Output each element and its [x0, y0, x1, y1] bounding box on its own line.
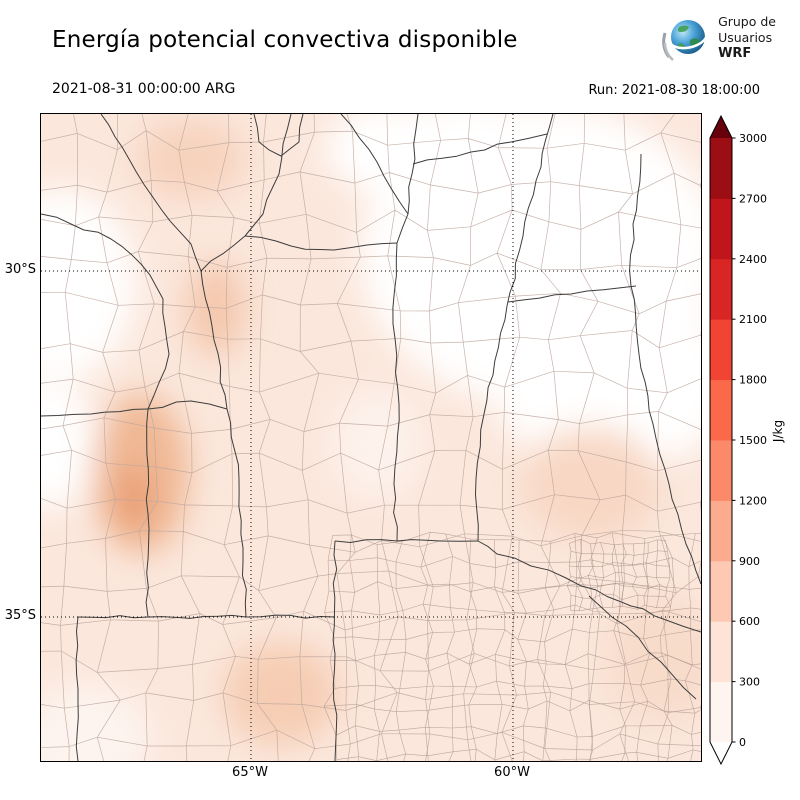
colorbar: 0 300 600 900 1200 1500 1800 2100 2400 2700 3000	[709, 114, 767, 766]
lon-tick-65w: 65°W	[232, 765, 268, 780]
colorbar-tick-label: 1500	[739, 434, 767, 447]
colorbar-segment	[710, 681, 732, 743]
lon-tick-60w: 60°W	[494, 765, 530, 780]
lat-tick-35s: 35°S	[4, 608, 36, 623]
colorbar-tick-label: 600	[739, 615, 760, 628]
department-boundaries	[323, 531, 701, 761]
wrf-logo-text: Grupo de Usuarios WRF	[718, 14, 776, 62]
wrf-globe-icon	[662, 20, 709, 61]
colorbar-tick-label: 0	[739, 736, 746, 749]
colorbar-segment	[710, 379, 732, 441]
wrf-logo: Grupo de Usuarios WRF	[659, 13, 776, 63]
colorbar-under-arrow	[710, 742, 732, 764]
lat-tick-30s: 30°S	[4, 262, 36, 277]
colorbar-tick-label: 900	[739, 555, 760, 568]
department-boundaries	[567, 538, 671, 612]
valid-time-label: 2021-08-31 00:00:00 ARG	[52, 81, 236, 97]
colorbar-tick-label: 2100	[739, 313, 767, 326]
colorbar-segment	[710, 621, 732, 683]
department-boundaries	[41, 114, 701, 761]
colorbar-unit-label: J/kg	[771, 419, 785, 443]
colorbar-over-arrow	[710, 116, 732, 138]
map-layers	[41, 114, 701, 761]
colorbar-tick-label: 1800	[739, 374, 767, 387]
logo-line-1: Grupo de	[718, 14, 776, 30]
logo-line-3: WRF	[718, 45, 752, 61]
colorbar-tick-label: 2700	[739, 192, 767, 205]
colorbar-tick-label: 300	[739, 676, 760, 689]
colorbar-segment	[710, 560, 732, 622]
province-boundaries	[41, 114, 701, 761]
logo-line-2: Usuarios	[718, 29, 773, 45]
colorbar-segment	[710, 198, 732, 260]
colorbar-tick-label: 1200	[739, 494, 767, 507]
colorbar-segment	[710, 500, 732, 562]
page-title: Energía potencial convectiva disponible	[52, 27, 518, 53]
colorbar-tick-label: 2400	[739, 253, 767, 266]
map-canvas	[40, 113, 702, 762]
cape-shading-layer	[41, 114, 701, 761]
map-svg	[41, 114, 701, 761]
colorbar-segment	[710, 440, 732, 501]
colorbar-segment	[710, 138, 732, 199]
colorbar-segment	[710, 258, 732, 320]
colorbar-segment	[710, 319, 732, 381]
run-time-label: Run: 2021-08-30 18:00:00	[588, 83, 760, 98]
colorbar-tick-label: 3000	[739, 132, 767, 145]
